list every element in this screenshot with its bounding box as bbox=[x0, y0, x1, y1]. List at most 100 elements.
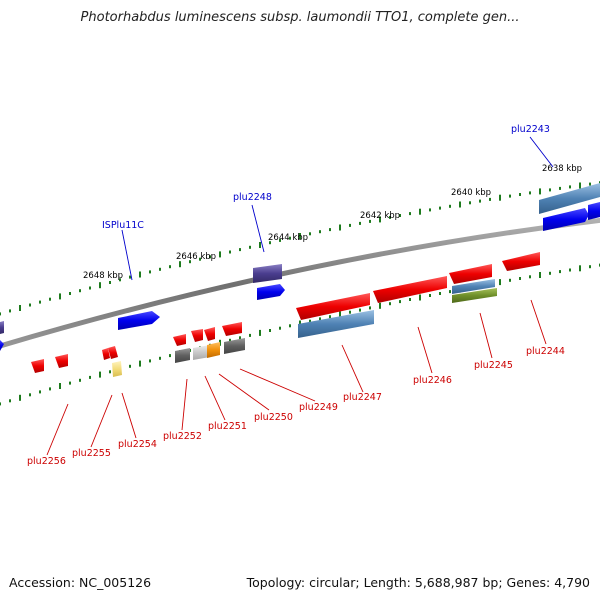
gene-feature-plu2248[interactable] bbox=[253, 264, 282, 283]
gene-feature-plu2251-orange[interactable] bbox=[207, 342, 220, 358]
minor-tick bbox=[399, 300, 401, 304]
gene-feature-reverse[interactable] bbox=[173, 334, 186, 346]
scale-label-2644: 2644 kbp bbox=[268, 233, 308, 243]
minor-tick bbox=[489, 197, 491, 201]
gene-feature-plu2249[interactable] bbox=[222, 322, 242, 336]
gene-feature-plu2252[interactable] bbox=[191, 329, 203, 342]
minor-tick bbox=[279, 326, 281, 330]
gene-label-plu2256[interactable]: plu2256 bbox=[27, 456, 66, 467]
gene-feature-plu2251[interactable] bbox=[204, 327, 215, 341]
gene-feature-plu2254[interactable] bbox=[108, 346, 118, 359]
major-tick bbox=[579, 182, 581, 189]
major-tick bbox=[139, 360, 141, 367]
genome-backbone bbox=[0, 217, 600, 349]
page-title: Photorhabdus luminescens subsp. laumondi… bbox=[80, 10, 520, 25]
scale-label-2646: 2646 kbp bbox=[176, 252, 216, 262]
minor-tick bbox=[349, 223, 351, 227]
minor-tick bbox=[449, 204, 451, 208]
minor-tick bbox=[389, 215, 391, 219]
gene-label-plu2254[interactable]: plu2254 bbox=[118, 439, 157, 450]
major-tick bbox=[19, 305, 21, 311]
minor-tick bbox=[89, 375, 91, 379]
gene-feature-plu2245-olive[interactable] bbox=[452, 288, 497, 303]
minor-tick bbox=[269, 241, 271, 245]
gene-label-plu2255[interactable]: plu2255 bbox=[72, 448, 111, 459]
minor-tick bbox=[439, 206, 441, 210]
minor-tick bbox=[149, 270, 151, 274]
gene-label-plu2243[interactable]: plu2243 bbox=[511, 124, 550, 135]
forward-callout-lines bbox=[121, 136, 554, 281]
gene-label-plu2245[interactable]: plu2245 bbox=[474, 360, 513, 371]
major-tick bbox=[299, 320, 301, 327]
gene-feature-plu2252-grey[interactable] bbox=[175, 348, 190, 363]
minor-tick bbox=[209, 255, 211, 259]
minor-tick bbox=[369, 219, 371, 223]
major-tick bbox=[419, 208, 421, 215]
minor-tick bbox=[319, 317, 321, 321]
gene-feature-reverse[interactable] bbox=[31, 359, 44, 373]
gene-feature-forward-edge[interactable] bbox=[0, 340, 4, 351]
gene-feature-forward-edge[interactable] bbox=[0, 321, 4, 334]
minor-tick bbox=[229, 250, 231, 254]
minor-tick bbox=[359, 221, 361, 225]
major-tick bbox=[579, 265, 581, 272]
major-tick bbox=[219, 251, 221, 258]
minor-tick bbox=[69, 292, 71, 295]
gene-feature-plu2255[interactable] bbox=[102, 348, 110, 360]
scale-ticks-outer bbox=[0, 181, 600, 316]
minor-tick bbox=[389, 302, 391, 306]
gene-label-plu2244[interactable]: plu2244 bbox=[526, 346, 565, 357]
gene-feature-plu2246[interactable] bbox=[373, 276, 447, 303]
gene-feature-plu2256[interactable] bbox=[55, 354, 68, 368]
gene-feature-forward[interactable] bbox=[543, 208, 589, 231]
minor-tick bbox=[569, 268, 571, 272]
minor-tick bbox=[119, 278, 121, 282]
major-tick bbox=[299, 233, 301, 239]
gene-feature-forward[interactable] bbox=[257, 284, 285, 300]
gene-feature-plu2243-steel[interactable] bbox=[539, 183, 600, 214]
scale-label-2638: 2638 kbp bbox=[542, 164, 582, 174]
gene-feature-plu2245-steel[interactable] bbox=[452, 279, 495, 294]
minor-tick bbox=[559, 270, 561, 274]
gene-feature-plu2254-yellow[interactable] bbox=[112, 361, 122, 377]
gene-label-plu2252[interactable]: plu2252 bbox=[163, 431, 202, 442]
gene-feature-plu2247-steel[interactable] bbox=[298, 310, 374, 338]
minor-tick bbox=[409, 298, 411, 301]
minor-tick bbox=[469, 201, 471, 205]
gene-feature-plu2250[interactable] bbox=[224, 338, 245, 354]
minor-tick bbox=[249, 245, 251, 249]
gene-feature-plu2247[interactable] bbox=[296, 293, 370, 320]
minor-tick bbox=[409, 212, 411, 216]
gene-label-isplu11c[interactable]: ISPlu11C bbox=[102, 220, 144, 231]
minor-tick bbox=[129, 275, 131, 279]
minor-tick bbox=[569, 185, 571, 189]
major-tick bbox=[259, 329, 261, 336]
gene-label-plu2249[interactable]: plu2249 bbox=[299, 402, 338, 413]
major-tick bbox=[59, 383, 61, 389]
minor-tick bbox=[289, 236, 291, 240]
minor-tick bbox=[429, 294, 431, 297]
major-tick bbox=[499, 279, 501, 286]
gene-label-plu2248[interactable]: plu2248 bbox=[233, 192, 272, 203]
gene-feature-plu2245[interactable] bbox=[449, 264, 492, 284]
gene-label-plu2250[interactable]: plu2250 bbox=[254, 412, 293, 423]
gene-label-plu2247[interactable]: plu2247 bbox=[343, 392, 382, 403]
gene-feature-forward[interactable] bbox=[588, 202, 600, 220]
minor-tick bbox=[49, 297, 51, 301]
gene-feature-plu2251-light[interactable] bbox=[193, 345, 210, 360]
gene-label-plu2246[interactable]: plu2246 bbox=[413, 375, 452, 386]
minor-tick bbox=[589, 265, 591, 269]
minor-tick bbox=[0, 312, 1, 316]
minor-tick bbox=[9, 309, 11, 313]
minor-tick bbox=[549, 271, 551, 275]
gene-feature-plu2244[interactable] bbox=[502, 252, 540, 271]
minor-tick bbox=[309, 319, 311, 323]
gene-label-plu2251[interactable]: plu2251 bbox=[208, 421, 247, 432]
minor-tick bbox=[79, 378, 81, 382]
gene-feature-isplu11c[interactable] bbox=[118, 311, 160, 330]
minor-tick bbox=[359, 308, 361, 312]
minor-tick bbox=[199, 257, 201, 261]
major-tick bbox=[499, 194, 501, 201]
minor-tick bbox=[519, 193, 521, 196]
